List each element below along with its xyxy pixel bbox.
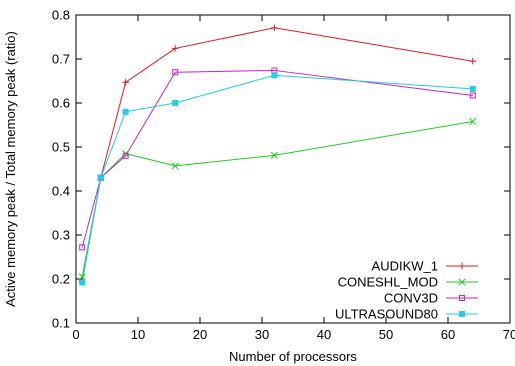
y-tick-label: 0.3 — [52, 228, 70, 243]
data-point — [79, 279, 86, 286]
marker-stroke — [171, 162, 179, 170]
series-line-1 — [81, 120, 473, 277]
marker-stroke — [469, 117, 477, 126]
x-tick-label: 10 — [131, 327, 145, 342]
data-point — [270, 151, 278, 159]
y-axis-label: Active memory peak / Total memory peak (… — [3, 31, 18, 307]
y-tick-label: 0.5 — [52, 140, 70, 155]
x-tick-label: 20 — [193, 327, 207, 342]
y-tick-label: 0.1 — [52, 316, 70, 331]
data-point — [469, 92, 476, 99]
legend-label: CONV3D — [384, 291, 438, 306]
data-point — [122, 108, 129, 115]
y-tick-label: 0.4 — [52, 184, 70, 199]
y-tick-label: 0.8 — [52, 8, 70, 23]
plot-frame — [75, 14, 511, 324]
legend-marker — [458, 262, 466, 270]
data-point — [469, 85, 476, 92]
x-tick-label: 40 — [317, 327, 331, 342]
data-point — [172, 69, 179, 76]
legend-marker — [459, 295, 465, 301]
legend-marker — [459, 311, 465, 317]
y-tick-label: 0.2 — [52, 272, 70, 287]
legend-label: ULTRASOUND80 — [335, 307, 438, 322]
marker-stroke — [78, 273, 86, 281]
data-point — [122, 152, 129, 159]
data-point — [271, 24, 278, 31]
legend-label: CONESHL_MOD — [338, 275, 438, 290]
series-lines — [81, 27, 473, 283]
x-tick-label: 70 — [503, 327, 515, 342]
series-line-3 — [81, 74, 473, 283]
marker-stroke — [458, 278, 466, 286]
data-point — [171, 162, 179, 170]
data-point — [97, 174, 104, 181]
marker-stroke — [270, 151, 278, 159]
data-point — [469, 58, 476, 65]
data-point — [172, 45, 179, 52]
legend-marker — [458, 278, 466, 286]
data-point — [122, 79, 129, 86]
x-tick-label: 50 — [379, 327, 393, 342]
x-axis-label: Number of processors — [229, 349, 357, 364]
data-point — [79, 244, 86, 251]
x-tick-label: 0 — [72, 327, 79, 342]
data-point — [469, 117, 477, 126]
x-tick-label: 30 — [255, 327, 269, 342]
series-line-2 — [81, 69, 473, 248]
y-tick-label: 0.7 — [52, 52, 70, 67]
data-point — [172, 100, 179, 106]
data-point — [78, 273, 86, 281]
axis-ticks: 0 10 20 30 40 50 60 70 0.1 0.2 0.3 0.4 0.5 0.6 0.7 0.8 — [52, 8, 515, 343]
legend-label: AUDIKW_1 — [372, 259, 438, 274]
series-markers — [78, 24, 477, 286]
data-point — [271, 72, 278, 79]
x-tick-label: 60 — [441, 327, 455, 342]
y-tick-label: 0.6 — [52, 96, 70, 111]
